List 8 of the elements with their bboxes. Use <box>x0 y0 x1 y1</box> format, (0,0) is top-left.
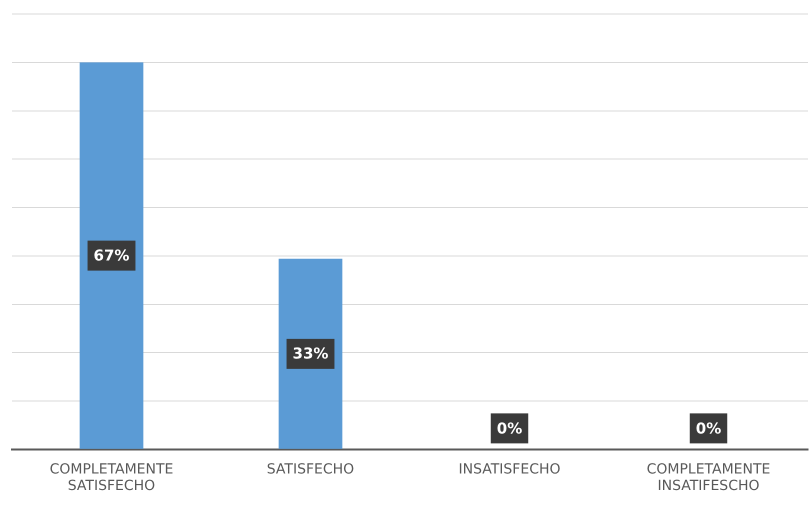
data-label: 67% <box>94 246 130 265</box>
x-tick-label: COMPLETAMENTE INSATIFESCHO <box>646 461 770 494</box>
data-label: 0% <box>496 419 522 438</box>
x-tick-label: COMPLETAMENTE SATISFECHO <box>50 461 174 494</box>
data-label: 0% <box>696 419 722 438</box>
data-label: 33% <box>292 344 328 363</box>
x-tick-label: INSATISFECHO <box>458 461 561 478</box>
x-tick-label: SATISFECHO <box>266 461 354 478</box>
